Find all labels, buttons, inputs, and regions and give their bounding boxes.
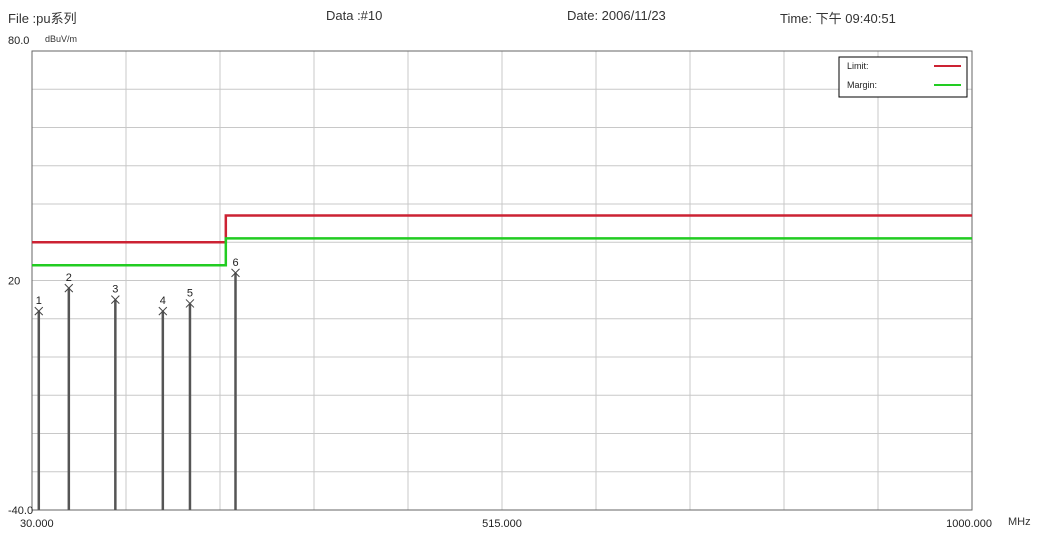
series-line-limit: [32, 214, 972, 244]
x-axis-unit: MHz: [1008, 516, 1031, 528]
marker-cross-5: [185, 299, 195, 308]
marker-cross-4: [158, 306, 168, 316]
plot-frame: [31, 50, 973, 511]
x-tick-label: 515.000: [482, 518, 522, 530]
marker-cross-1: [34, 306, 44, 316]
series-lines: [32, 214, 972, 267]
marker-cross-2: [64, 283, 74, 293]
legend-box: [838, 56, 968, 98]
y-tick-label: -40.0: [8, 505, 33, 517]
marker-cross-6: [231, 268, 240, 278]
legend: Limit: Margin:: [838, 56, 968, 98]
tick-labels: 30.000 515.000 1000.000 80.0 20 -40.0: [8, 35, 992, 530]
data-id: Data :#10: [326, 8, 383, 23]
y-tick-label: 20: [8, 276, 20, 288]
marker-label-4: 4: [160, 295, 166, 307]
grid: [32, 51, 972, 510]
marker-label-1: 1: [36, 295, 42, 307]
test-time: Time: 下午 09:40:51: [780, 11, 896, 26]
marker-label-5: 5: [187, 287, 193, 299]
series-line-margin: [32, 237, 972, 267]
markers: 1 2 3 4 5 6: [34, 257, 240, 510]
file-name: File :pu系列: [8, 11, 77, 26]
test-date: Date: 2006/11/23: [567, 8, 666, 23]
marker-cross-3: [110, 295, 120, 304]
x-tick-label: 1000.000: [946, 518, 992, 530]
legend-label-limit: Limit:: [847, 61, 869, 71]
marker-label-2: 2: [66, 272, 72, 284]
marker-label-6: 6: [232, 257, 238, 269]
x-tick-label: 30.000: [20, 518, 54, 530]
marker-label-3: 3: [112, 284, 118, 296]
y-axis-unit: dBuV/m: [45, 34, 78, 44]
y-tick-label: 80.0: [8, 35, 29, 47]
legend-label-margin: Margin:: [847, 80, 877, 90]
